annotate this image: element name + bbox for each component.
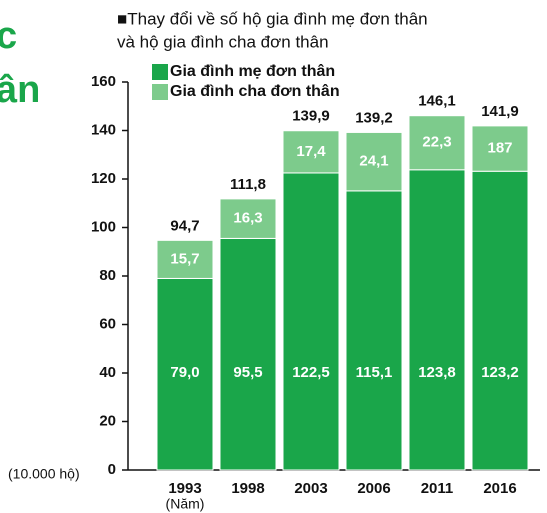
bar-segment <box>282 130 340 174</box>
legend-swatch <box>152 84 168 100</box>
legend-swatch <box>152 64 168 80</box>
x-tick-label: 2003 <box>294 480 327 497</box>
value-label: 115,1 <box>356 364 393 381</box>
y-tick-label: 60 <box>99 315 116 332</box>
cut-text: c <box>0 15 17 57</box>
x-unit-label: (Năm) <box>166 496 205 512</box>
value-label: 187 <box>487 140 512 157</box>
legend-label: Gia đình mẹ đơn thân <box>170 63 335 80</box>
bar-segment <box>156 277 214 471</box>
value-label: 16,3 <box>233 210 262 227</box>
value-label: 79,0 <box>170 364 199 381</box>
x-tick-label: 2016 <box>483 480 516 497</box>
value-label: 95,5 <box>233 364 262 381</box>
y-tick-label: 100 <box>91 218 116 235</box>
value-label: 22,3 <box>422 134 451 151</box>
y-unit-label: (10.000 hộ) <box>8 466 80 482</box>
value-label: 15,7 <box>170 250 199 267</box>
value-label: 123,2 <box>481 364 519 381</box>
chart-subtitle: và hộ gia đình cha đơn thân <box>117 32 329 51</box>
y-tick-label: 40 <box>99 364 116 381</box>
cut-text: ân <box>0 69 40 111</box>
y-tick-label: 80 <box>99 267 116 284</box>
x-tick-label: 1993 <box>168 480 201 497</box>
bar-segment <box>219 198 277 239</box>
value-label: 24,1 <box>359 153 388 170</box>
bar-segment <box>156 239 214 279</box>
total-label: 111,8 <box>230 176 266 193</box>
value-label: 122,5 <box>292 364 330 381</box>
legend-label: Gia đình cha đơn thân <box>170 83 340 100</box>
bar-segment <box>471 170 529 471</box>
total-label: 141,9 <box>481 103 519 120</box>
y-tick-label: 120 <box>91 170 116 187</box>
bar-segment <box>345 190 403 471</box>
bar-segment <box>345 131 403 192</box>
bar-segment <box>471 125 529 172</box>
total-label: 94,7 <box>170 217 199 234</box>
value-label: 123,8 <box>418 364 456 381</box>
y-tick-label: 140 <box>91 121 116 138</box>
bar-segment <box>282 172 340 471</box>
chart-title: ■Thay đổi về số hộ gia đình mẹ đơn thân <box>117 9 428 28</box>
bar-segment <box>408 115 466 171</box>
total-label: 146,1 <box>418 93 456 110</box>
x-tick-label: 2011 <box>421 480 454 497</box>
y-tick-label: 0 <box>108 461 116 478</box>
total-label: 139,2 <box>355 109 393 126</box>
bar-segment <box>219 237 277 471</box>
y-tick-label: 20 <box>99 412 116 429</box>
bar-segment <box>408 169 466 471</box>
y-tick-label: 160 <box>91 73 116 90</box>
value-label: 17,4 <box>296 143 326 160</box>
x-tick-label: 2006 <box>357 480 390 497</box>
x-tick-label: 1998 <box>231 480 264 497</box>
total-label: 139,9 <box>292 108 330 125</box>
